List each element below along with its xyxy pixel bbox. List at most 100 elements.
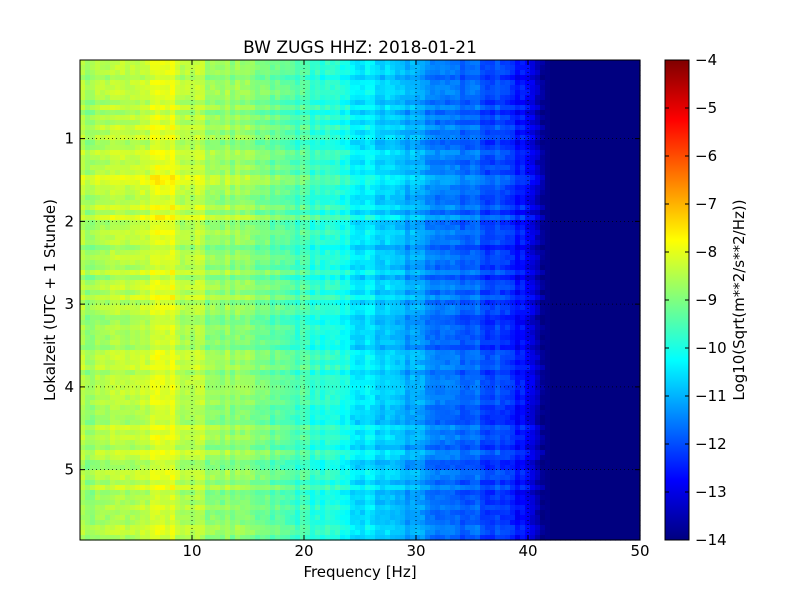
heatmap-cell [100, 150, 106, 156]
heatmap-cell [140, 220, 146, 226]
heatmap-cell [380, 150, 386, 156]
heatmap-cell [515, 175, 521, 181]
heatmap-cell [225, 130, 231, 136]
heatmap-cell [220, 135, 226, 141]
heatmap-cell [405, 215, 411, 221]
heatmap-cell [520, 125, 526, 131]
heatmap-cell [610, 255, 616, 261]
heatmap-cell [230, 215, 236, 221]
heatmap-cell [360, 145, 366, 151]
heatmap-cell [400, 125, 406, 131]
heatmap-cell [250, 80, 256, 86]
heatmap-cell [130, 80, 136, 86]
heatmap-cell [155, 95, 161, 101]
heatmap-cell [410, 270, 416, 276]
heatmap-cell [195, 140, 201, 146]
heatmap-cell [385, 170, 391, 176]
heatmap-cell [350, 225, 356, 231]
heatmap-cell [460, 60, 466, 66]
heatmap-cell [305, 200, 311, 206]
heatmap-cell [515, 200, 521, 206]
heatmap-cell [630, 110, 636, 116]
heatmap-cell [600, 120, 606, 126]
heatmap-cell [140, 135, 146, 141]
heatmap-cell [590, 65, 596, 71]
heatmap-cell [280, 95, 286, 101]
heatmap-cell [305, 140, 311, 146]
heatmap-cell [400, 180, 406, 186]
heatmap-cell [535, 170, 541, 176]
heatmap-cell [290, 60, 296, 66]
heatmap-cell [590, 235, 596, 241]
heatmap-cell [470, 270, 476, 276]
heatmap-cell [510, 220, 516, 226]
heatmap-cell [110, 215, 116, 221]
heatmap-cell [330, 155, 336, 161]
heatmap-cell [580, 250, 586, 256]
heatmap-cell [155, 225, 161, 231]
heatmap-cell [580, 215, 586, 221]
heatmap-cell [430, 210, 436, 216]
heatmap-cell [470, 200, 476, 206]
heatmap-cell [430, 245, 436, 251]
heatmap-cell [605, 220, 611, 226]
heatmap-cell [550, 270, 556, 276]
heatmap-cell [450, 75, 456, 81]
heatmap-cell [105, 225, 111, 231]
heatmap-cell [160, 170, 166, 176]
heatmap-cell [370, 280, 376, 286]
heatmap-cell [110, 95, 116, 101]
heatmap-cell [580, 245, 586, 251]
heatmap-cell [265, 230, 271, 236]
heatmap-cell [245, 235, 251, 241]
heatmap-cell [500, 70, 506, 76]
heatmap-cell [250, 185, 256, 191]
heatmap-cell [595, 120, 601, 126]
heatmap-cell [535, 235, 541, 241]
heatmap-cell [85, 280, 91, 286]
heatmap-cell [575, 190, 581, 196]
heatmap-cell [520, 90, 526, 96]
heatmap-cell [280, 235, 286, 241]
heatmap-cell [475, 95, 481, 101]
heatmap-cell [565, 240, 571, 246]
heatmap-cell [470, 90, 476, 96]
heatmap-cell [560, 105, 566, 111]
heatmap-cell [490, 245, 496, 251]
heatmap-cell [295, 100, 301, 106]
heatmap-cell [565, 180, 571, 186]
heatmap-cell [625, 90, 631, 96]
heatmap-cell [145, 70, 151, 76]
heatmap-cell [380, 180, 386, 186]
heatmap-cell [210, 70, 216, 76]
heatmap-cell [345, 105, 351, 111]
heatmap-cell [510, 85, 516, 91]
heatmap-cell [470, 195, 476, 201]
heatmap-cell [610, 135, 616, 141]
heatmap-cell [100, 225, 106, 231]
heatmap-cell [610, 180, 616, 186]
heatmap-cell [635, 235, 641, 241]
heatmap-cell [615, 205, 621, 211]
heatmap-cell [200, 125, 206, 131]
heatmap-cell [305, 240, 311, 246]
heatmap-cell [435, 230, 441, 236]
heatmap-cell [100, 230, 106, 236]
heatmap-cell [350, 120, 356, 126]
heatmap-cell [585, 200, 591, 206]
heatmap-cell [235, 60, 241, 66]
heatmap-cell [190, 280, 196, 286]
heatmap-cell [520, 175, 526, 181]
heatmap-cell [505, 250, 511, 256]
heatmap-cell [390, 250, 396, 256]
heatmap-cell [610, 100, 616, 106]
heatmap-cell [530, 240, 536, 246]
heatmap-cell [425, 100, 431, 106]
heatmap-cell [320, 85, 326, 91]
heatmap-cell [395, 220, 401, 226]
heatmap-cell [500, 95, 506, 101]
heatmap-cell [265, 165, 271, 171]
heatmap-cell [630, 185, 636, 191]
heatmap-cell [190, 150, 196, 156]
heatmap-cell [110, 80, 116, 86]
